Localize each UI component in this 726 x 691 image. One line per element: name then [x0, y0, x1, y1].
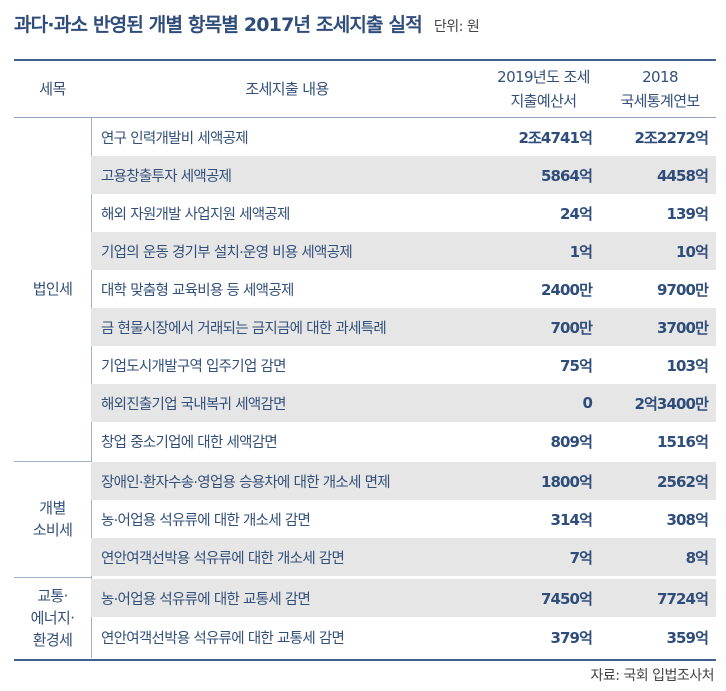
row-statistics-value: 10억 — [676, 242, 709, 261]
category-separator — [14, 577, 91, 578]
table-row: 해외 자원개발 사업지원 세액공제 24억 139억 — [91, 194, 716, 232]
row-budget-value: 0 — [582, 394, 592, 412]
row-statistics-value: 2562억 — [656, 472, 709, 491]
row-budget-value: 75억 — [560, 356, 593, 375]
row-item: 창업 중소기업에 대한 세액감면 — [101, 434, 278, 451]
column-header-statistics-line1: 2018 — [642, 68, 678, 86]
category-excise-tax: 개별 소비세 — [14, 462, 91, 576]
row-statistics-value: 103억 — [666, 356, 708, 375]
header: 과다·과소 반영된 개별 항목별 2017년 조세지출 실적 단위: 원 — [14, 10, 480, 42]
column-header-statistics: 2018 국세통계연보 — [604, 61, 716, 117]
row-budget-value: 379억 — [550, 628, 592, 647]
row-statistics-value: 359억 — [666, 628, 708, 647]
table-title: 과다·과소 반영된 개별 항목별 2017년 조세지출 실적 — [14, 14, 423, 36]
row-statistics-value: 7724억 — [656, 589, 709, 608]
category-transport-tax: 교통· 에너지· 환경세 — [14, 578, 91, 658]
table-row: 기업의 운동 경기부 설치·운영 비용 세액공제 1억 10억 — [91, 232, 716, 270]
category-transport-line1: 교통· — [37, 587, 68, 605]
row-item: 연구 인력개발비 세액공제 — [101, 130, 249, 147]
column-header-category: 세목 — [39, 80, 66, 98]
source-note: 자료: 국회 입법조사처 — [590, 668, 714, 684]
header-rule — [14, 117, 716, 118]
row-statistics-value: 9700만 — [656, 280, 709, 299]
row-item: 농·어업용 석유류에 대한 개소세 감면 — [101, 512, 311, 529]
row-item: 연안여객선박용 석유류에 대한 개소세 감면 — [101, 550, 345, 567]
table-row: 농·어업용 석유류에 대한 개소세 감면 314억 308억 — [91, 500, 716, 538]
table-row: 기업도시개발구역 입주기업 감면 75억 103억 — [91, 346, 716, 384]
column-header-budget-line2: 지출예산서 — [510, 92, 577, 110]
category-transport-line3: 환경세 — [32, 631, 73, 649]
row-budget-value: 2400만 — [540, 280, 593, 299]
column-header-budget-line1: 2019년도 조세 — [497, 68, 590, 86]
row-budget-value: 1800억 — [540, 472, 593, 491]
row-item: 연안여객선박용 석유류에 대한 교통세 감면 — [101, 630, 345, 647]
category-transport-line2: 에너지· — [30, 609, 75, 627]
row-item: 기업도시개발구역 입주기업 감면 — [101, 358, 286, 375]
row-budget-value: 2조4741억 — [518, 128, 593, 147]
table-row: 장애인·환자수송·영업용 승용차에 대한 개소세 면제 1800억 2562억 — [91, 462, 716, 500]
row-item: 고용창출투자 세액공제 — [101, 168, 232, 185]
row-budget-value: 1억 — [569, 242, 593, 261]
row-item: 농·어업용 석유류에 대한 교통세 감면 — [101, 591, 311, 608]
row-budget-value: 314억 — [550, 510, 592, 529]
table-row: 해외진출기업 국내복귀 세액감면 0 2억3400만 — [91, 384, 716, 422]
row-statistics-value: 308억 — [666, 510, 708, 529]
row-statistics-value: 8억 — [685, 548, 709, 567]
unit-label: 단위: 원 — [433, 19, 480, 35]
row-item: 기업의 운동 경기부 설치·운영 비용 세액공제 — [101, 244, 353, 261]
row-statistics-value: 139억 — [666, 204, 708, 223]
table-row: 고용창출투자 세액공제 5864억 4458억 — [91, 156, 716, 194]
row-budget-value: 700만 — [550, 318, 592, 337]
top-rule — [14, 59, 716, 61]
bottom-rule — [14, 659, 716, 661]
table-row: 대학 맞춤형 교육비용 등 세액공제 2400만 9700만 — [91, 270, 716, 308]
category-excise-line1: 개별 — [39, 499, 66, 517]
row-budget-value: 24억 — [560, 204, 593, 223]
row-item: 금 현물시장에서 거래되는 금지금에 대한 과세특례 — [101, 320, 387, 337]
row-statistics-value: 2억3400만 — [634, 394, 709, 413]
row-item: 대학 맞춤형 교육비용 등 세액공제 — [101, 282, 294, 299]
table-row: 연안여객선박용 석유류에 대한 교통세 감면 379억 359억 — [91, 618, 716, 656]
row-budget-value: 7억 — [569, 548, 593, 567]
column-header-item: 조세지출 내용 — [245, 80, 329, 98]
column-header-budget: 2019년도 조세 지출예산서 — [483, 61, 604, 117]
table-row: 창업 중소기업에 대한 세액감면 809억 1516억 — [91, 422, 716, 460]
category-excise-line2: 소비세 — [32, 521, 73, 539]
category-corporate-tax: 법인세 — [32, 280, 73, 298]
row-budget-value: 809억 — [550, 432, 592, 451]
table-row: 농·어업용 석유류에 대한 교통세 감면 7450억 7724억 — [91, 579, 716, 617]
row-statistics-value: 2조2272억 — [634, 128, 709, 147]
row-item: 장애인·환자수송·영업용 승용차에 대한 개소세 면제 — [101, 474, 391, 491]
row-statistics-value: 1516억 — [656, 432, 709, 451]
row-statistics-value: 4458억 — [656, 166, 709, 185]
row-item: 해외 자원개발 사업지원 세액공제 — [101, 206, 290, 223]
row-budget-value: 7450억 — [540, 589, 593, 608]
table-row: 연구 인력개발비 세액공제 2조4741억 2조2272억 — [91, 118, 716, 156]
table-row: 금 현물시장에서 거래되는 금지금에 대한 과세특례 700만 3700만 — [91, 308, 716, 346]
row-statistics-value: 3700만 — [656, 318, 709, 337]
row-budget-value: 5864억 — [540, 166, 593, 185]
table-row: 연안여객선박용 석유류에 대한 개소세 감면 7억 8억 — [91, 538, 716, 576]
column-header-statistics-line2: 국세통계연보 — [620, 92, 700, 110]
row-item: 해외진출기업 국내복귀 세액감면 — [101, 396, 286, 413]
category-separator — [14, 461, 91, 462]
